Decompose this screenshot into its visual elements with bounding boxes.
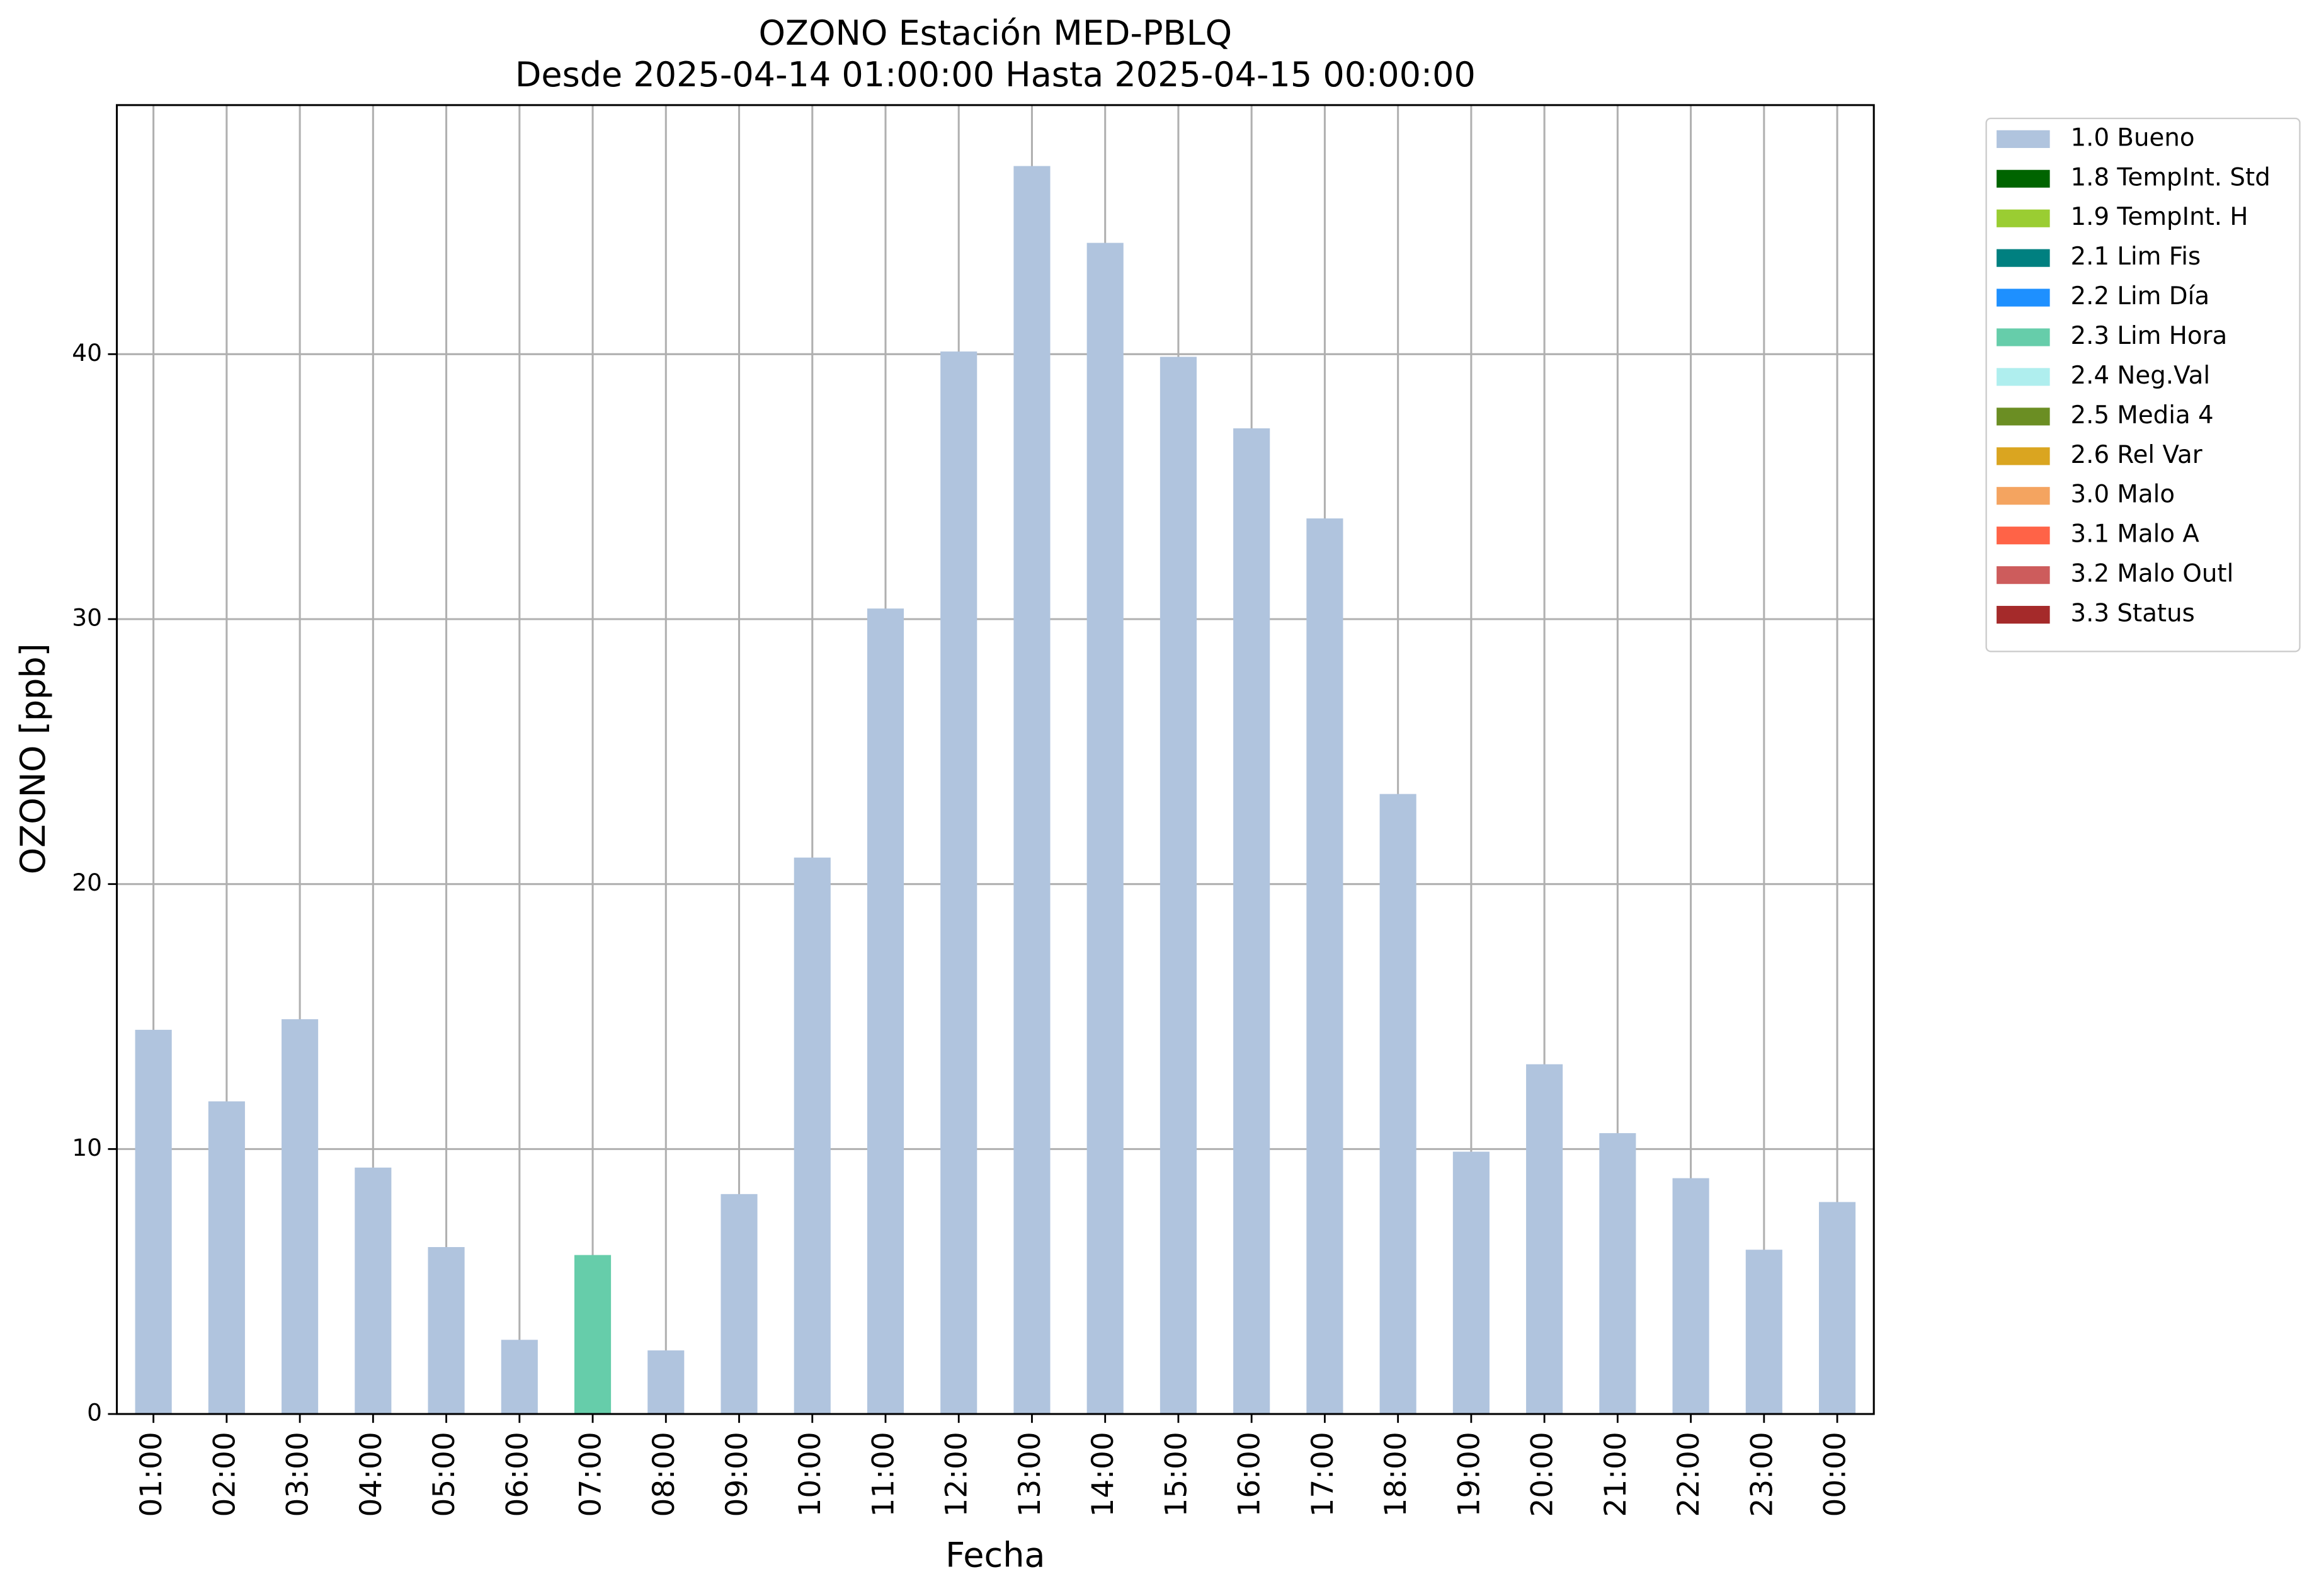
x-tick-label: 07:00 — [574, 1432, 608, 1517]
x-tick-label: 03:00 — [281, 1432, 316, 1517]
bar — [867, 608, 904, 1415]
x-tick-label: 00:00 — [1818, 1432, 1853, 1517]
legend-label: 2.6 Rel Var — [2071, 441, 2202, 469]
legend-label: 2.5 Media 4 — [2071, 401, 2214, 430]
bar — [1086, 242, 1124, 1415]
x-tick-label: 20:00 — [1525, 1432, 1560, 1517]
bar — [135, 1030, 172, 1415]
x-tick-label: 22:00 — [1672, 1432, 1706, 1517]
bar — [574, 1255, 612, 1415]
legend-swatch — [1997, 169, 2050, 188]
bar — [1526, 1064, 1563, 1415]
legend-swatch — [1997, 447, 2050, 465]
bar — [1160, 356, 1197, 1415]
legend-box — [1985, 117, 2301, 653]
legend-label: 1.9 TempInt. H — [2071, 203, 2248, 231]
x-tick-label: 04:00 — [354, 1432, 389, 1517]
x-tick-label: 17:00 — [1306, 1432, 1340, 1517]
legend-swatch — [1997, 605, 2050, 624]
bar — [1233, 428, 1270, 1415]
bar — [208, 1101, 245, 1415]
chart-subtitle: Desde 2025-04-14 01:00:00 Hasta 2025-04-… — [515, 55, 1476, 94]
legend-swatch — [1997, 566, 2050, 584]
x-tick-label: 11:00 — [866, 1432, 901, 1517]
bar — [1599, 1133, 1636, 1415]
bar — [501, 1340, 538, 1415]
x-tick-label: 09:00 — [720, 1432, 755, 1517]
bar — [355, 1167, 392, 1415]
legend-swatch — [1997, 288, 2050, 307]
x-tick-label: 06:00 — [500, 1432, 535, 1517]
bar — [1819, 1202, 1856, 1415]
legend-label: 2.1 Lim Fis — [2071, 242, 2201, 271]
x-tick-label: 02:00 — [207, 1432, 242, 1517]
y-axis-label: OZONO [ppb] — [13, 643, 53, 874]
x-tick-label: 16:00 — [1233, 1432, 1267, 1517]
x-tick-label: 21:00 — [1598, 1432, 1633, 1517]
legend-swatch — [1997, 487, 2050, 505]
y-tick-label: 10 — [72, 1134, 102, 1161]
chart-title: OZONO Estación MED-PBLQ — [759, 13, 1233, 53]
y-tick-label: 20 — [72, 869, 102, 896]
legend-swatch — [1997, 130, 2050, 148]
legend-label: 1.0 Bueno — [2071, 123, 2195, 152]
bar — [1379, 794, 1416, 1415]
legend-label: 3.1 Malo A — [2071, 520, 2200, 549]
x-tick-label: 14:00 — [1086, 1432, 1120, 1517]
bar — [1745, 1250, 1782, 1415]
legend-swatch — [1997, 368, 2050, 386]
x-tick-label: 15:00 — [1159, 1432, 1194, 1517]
y-tick-label: 40 — [72, 339, 102, 367]
legend-label: 3.2 Malo Outl — [2071, 560, 2234, 588]
x-tick-label: 08:00 — [647, 1432, 681, 1517]
bar — [721, 1194, 758, 1415]
bar — [940, 351, 977, 1415]
legend-swatch — [1997, 408, 2050, 426]
legend-label: 3.0 Malo — [2071, 481, 2175, 509]
x-tick-label: 23:00 — [1745, 1432, 1779, 1517]
x-axis-label: Fecha — [945, 1535, 1045, 1575]
bar — [428, 1247, 465, 1415]
y-tick-label: 30 — [72, 603, 102, 631]
bar — [1672, 1178, 1709, 1415]
x-tick-label: 05:00 — [427, 1432, 462, 1517]
legend-swatch — [1997, 249, 2050, 267]
legend-label: 3.3 Status — [2071, 600, 2195, 628]
plot-frame — [115, 104, 1875, 1415]
legend-label: 2.2 Lim Día — [2071, 282, 2210, 311]
bar — [647, 1350, 685, 1415]
legend-swatch — [1997, 527, 2050, 545]
legend-label: 1.8 TempInt. Std — [2071, 163, 2271, 191]
legend-swatch — [1997, 328, 2050, 346]
bar — [1013, 166, 1051, 1415]
x-tick-label: 01:00 — [134, 1432, 169, 1517]
x-tick-label: 18:00 — [1379, 1432, 1413, 1517]
bar — [282, 1019, 319, 1415]
legend-label: 2.4 Neg.Val — [2071, 362, 2211, 390]
bar — [794, 857, 831, 1415]
bar — [1452, 1151, 1490, 1415]
legend-swatch — [1997, 209, 2050, 227]
x-tick-label: 13:00 — [1013, 1432, 1047, 1517]
legend-label: 2.3 Lim Hora — [2071, 322, 2228, 350]
x-tick-label: 19:00 — [1452, 1432, 1486, 1517]
y-tick-label: 0 — [87, 1399, 102, 1427]
x-tick-label: 10:00 — [793, 1432, 828, 1517]
bar — [1306, 518, 1343, 1415]
x-tick-label: 12:00 — [940, 1432, 974, 1517]
